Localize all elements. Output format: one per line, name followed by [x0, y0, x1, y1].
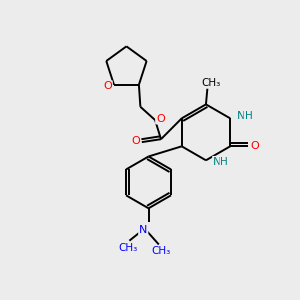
Text: O: O [131, 136, 140, 146]
Text: N: N [213, 157, 221, 167]
Text: H: H [244, 111, 252, 121]
Text: CH₃: CH₃ [118, 243, 137, 253]
Text: O: O [156, 114, 165, 124]
Text: O: O [250, 141, 259, 151]
Text: O: O [103, 81, 112, 91]
Text: CH₃: CH₃ [201, 78, 220, 88]
Text: H: H [220, 157, 228, 167]
Text: CH₃: CH₃ [152, 246, 171, 256]
Text: N: N [139, 225, 147, 235]
Text: N: N [237, 111, 245, 121]
